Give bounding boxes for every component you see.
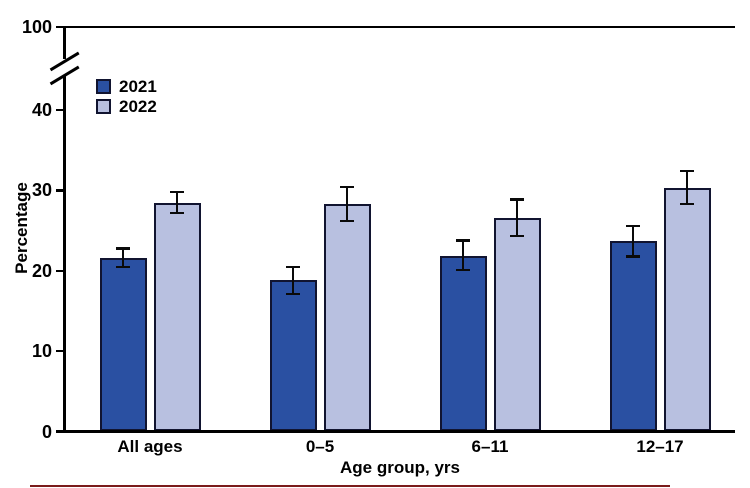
legend-label-2021: 2021: [119, 76, 157, 96]
error-bar-cap-top-2022-6-11: [510, 198, 524, 201]
legend: 2021 2022: [96, 76, 157, 116]
legend-entry-2021: 2021: [96, 76, 157, 96]
y-tick-label-20: 20: [31, 260, 52, 281]
x-category-label-all-ages: All ages: [117, 437, 183, 456]
error-bar-cap-top-2021-12-17: [626, 224, 640, 228]
x-axis-title: Age group, yrs: [340, 458, 460, 477]
error-bar-cap-top-2022-all-ages: [170, 190, 184, 194]
error-bar-cap-bottom-2021-6-11: [456, 268, 470, 272]
x-category-label-0-5: 0–5: [305, 437, 335, 456]
legend-entry-2022: 2022: [96, 96, 157, 116]
error-bar-cap-top-2021-all-ages: [116, 247, 130, 250]
y-tick-40: [56, 108, 65, 112]
bar-2021-0-5: [269, 279, 317, 432]
y-axis-upper-segment: [63, 27, 66, 59]
error-bar-cap-bottom-2021-0-5: [286, 292, 300, 296]
error-bar-cap-bottom-2022-0-5: [340, 219, 354, 223]
error-bar-stem-2021-6-11: [461, 240, 465, 270]
bar-2021-all-ages: [99, 257, 147, 432]
error-bar-stem-2022-6-11: [515, 199, 519, 237]
y-tick-label-0: 0: [41, 421, 52, 442]
error-bar-cap-bottom-2021-all-ages: [116, 265, 130, 269]
legend-swatch-2021: [96, 78, 111, 94]
x-category-label-6-11: 6–11: [471, 437, 509, 456]
top-border-line: [56, 25, 735, 29]
error-bar-stem-2022-0-5: [345, 187, 349, 221]
legend-swatch-2022: [96, 98, 111, 114]
error-bar-cap-bottom-2022-12-17: [680, 202, 694, 206]
y-tick-label-100: 100: [21, 17, 52, 37]
bar-2022-12-17: [663, 188, 711, 432]
y-tick-label-10: 10: [31, 341, 52, 362]
bar-2022-6-11: [493, 217, 541, 432]
y-tick-label-40: 40: [31, 100, 52, 121]
bar-2021-6-11: [439, 255, 487, 432]
error-bar-stem-2021-0-5: [291, 266, 295, 295]
bottom-rule: [30, 484, 670, 487]
error-bar-cap-bottom-2021-12-17: [626, 255, 640, 258]
error-bar-cap-bottom-2022-all-ages: [170, 211, 184, 215]
error-bar-cap-top-2022-12-17: [680, 169, 694, 173]
error-bar-cap-bottom-2022-6-11: [510, 234, 524, 238]
x-axis-line: [56, 430, 735, 433]
error-bar-stem-2022-12-17: [685, 171, 689, 205]
bar-2021-12-17: [609, 241, 657, 432]
error-bar-cap-top-2022-0-5: [340, 185, 354, 189]
y-axis-title: Percentage: [12, 182, 31, 274]
y-tick-30: [56, 189, 65, 192]
error-bar-stem-2021-12-17: [631, 225, 635, 257]
bar-2022-0-5: [323, 204, 371, 432]
y-tick-label-30: 30: [31, 180, 52, 201]
y-tick-20: [56, 269, 65, 273]
error-bar-cap-top-2021-6-11: [456, 239, 470, 242]
legend-label-2022: 2022: [119, 96, 157, 116]
error-bar-stem-2022-all-ages: [175, 192, 179, 213]
y-axis-lower-segment: [63, 76, 66, 432]
error-bar-cap-top-2021-0-5: [286, 265, 300, 269]
y-tick-10: [56, 349, 65, 353]
bar-2022-all-ages: [153, 203, 201, 432]
error-bar-stem-2021-all-ages: [121, 248, 125, 267]
x-category-label-12-17: 12–17: [636, 437, 684, 456]
